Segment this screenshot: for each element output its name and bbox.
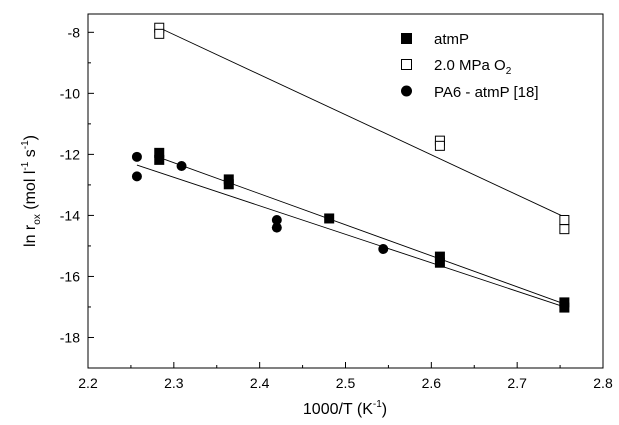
- y-axis-title-sub: ox: [32, 214, 43, 225]
- x-tick-label: 2.7: [507, 375, 527, 391]
- y-axis-title-sup2: -1: [20, 140, 31, 149]
- point-2mpa: [559, 214, 570, 225]
- y-tick-label: -18: [60, 329, 80, 345]
- point-atmP: [559, 302, 570, 313]
- point-atmP: [434, 251, 445, 262]
- point-pa6: [176, 160, 187, 171]
- point-atmP: [434, 257, 445, 268]
- x-tick-label: 2.3: [164, 375, 184, 391]
- legend-marker-pa6: [401, 85, 412, 97]
- point-atmP: [154, 147, 165, 158]
- legend-label-2mpa-main: 2.0 MPa O: [434, 57, 506, 74]
- point-pa6: [131, 151, 142, 162]
- x-axis-title-sup: -1: [373, 399, 382, 410]
- point-pa6: [271, 214, 282, 225]
- legend-label-atmP: atmP: [434, 31, 469, 48]
- y-axis-title-c: s: [22, 149, 39, 161]
- plot-frame: [87, 13, 604, 369]
- point-atmP: [223, 179, 234, 190]
- y-tick-label: -10: [60, 85, 80, 101]
- point-2mpa: [434, 140, 445, 151]
- x-tick-label: 2.8: [593, 375, 613, 391]
- axis-ticks: 2.2 2.3 2.4 2.5 2.6 2.7 2.8 -18 -16 -14 -12 -10 -8: [60, 24, 613, 391]
- legend-label-2mpa: 2.0 MPa O2: [434, 57, 512, 77]
- y-tick-label: -16: [60, 268, 80, 284]
- x-axis-title-main: 1000/T (K: [303, 401, 373, 418]
- point-pa6: [271, 222, 282, 233]
- point-pa6: [131, 171, 142, 182]
- y-tick-label: -8: [68, 24, 81, 40]
- y-axis-title-a: ln r: [22, 224, 39, 247]
- fit-line: [159, 157, 565, 305]
- legend: atmP 2.0 MPa O2 PA6 - atmP [18]: [401, 31, 539, 101]
- y-axis-title-b: (mol l: [22, 171, 39, 215]
- x-axis-title-tail: ): [382, 401, 387, 418]
- point-2mpa: [559, 224, 570, 235]
- legend-marker-atmP: [401, 33, 412, 44]
- point-atmP: [324, 213, 335, 224]
- fit-line: [136, 164, 565, 308]
- x-tick-label: 2.5: [336, 375, 356, 391]
- y-axis-title: ln rox (mol l-1 s-1): [20, 135, 43, 247]
- x-tick-label: 2.6: [422, 375, 442, 391]
- y-axis-title-sup1: -1: [20, 161, 31, 170]
- y-axis-title-d: ): [22, 135, 39, 140]
- x-tick-label: 2.4: [250, 375, 270, 391]
- x-tick-label: 2.2: [78, 375, 98, 391]
- fit-line: [159, 27, 565, 218]
- y-tick-label: -12: [60, 146, 80, 162]
- legend-label-2mpa-sub: 2: [506, 66, 512, 77]
- data-points: [131, 22, 570, 313]
- point-2mpa: [154, 28, 165, 39]
- point-pa6: [378, 243, 389, 254]
- x-axis-title: 1000/T (K-1): [303, 399, 387, 418]
- legend-label-pa6: PA6 - atmP [18]: [434, 84, 539, 101]
- point-atmP: [559, 297, 570, 308]
- point-atmP: [154, 154, 165, 165]
- y-tick-label: -14: [60, 207, 80, 223]
- legend-marker-2mpa: [401, 59, 412, 70]
